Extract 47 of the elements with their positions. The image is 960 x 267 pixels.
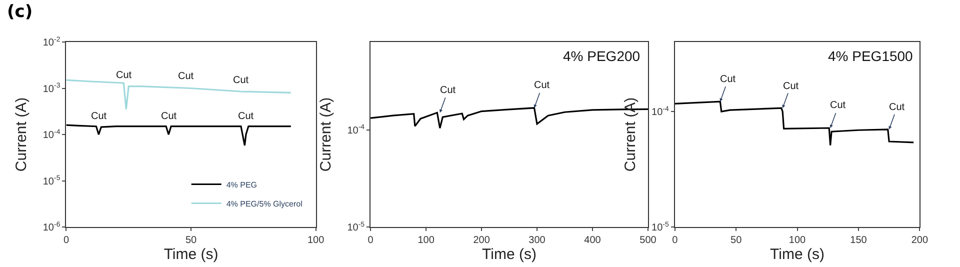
annotation: Cut (534, 80, 550, 91)
annotation: Cut (440, 85, 456, 96)
y-tick-label: 10$^{-4}$ (652, 106, 669, 118)
y-axis-title: Current (A) (317, 97, 334, 172)
legend-label: 4% PEG (226, 180, 258, 190)
annotation: Cut (720, 74, 736, 85)
x-axis-title: Time (s) (164, 246, 218, 263)
annotation: Cut (233, 75, 249, 86)
text: 4% PEG200 (563, 48, 640, 64)
x-tick-label: 100 (788, 235, 806, 246)
x-axis-title: Time (s) (482, 246, 536, 263)
y-tick-label: 10$^{-5}$ (347, 221, 365, 234)
x-tick-label: 0 (368, 235, 374, 246)
annotation: Cut (238, 111, 254, 122)
x-tick-label: 500 (640, 235, 657, 246)
annotation: Cut (889, 102, 905, 113)
y-axis-title: Current (A) (622, 97, 639, 172)
x-tick-label: 0 (672, 235, 678, 246)
y-tick-label: 10$^{-5}$ (652, 221, 669, 234)
y-tick-label: 10$^{-6}$ (42, 221, 60, 234)
y-tick-label: 10$^{-5}$ (42, 175, 60, 188)
y-tick-label: 10$^{-4}$ (42, 128, 60, 141)
y-tick-label: 10$^{-4}$ (347, 124, 365, 136)
legend-label: 4% PEG/5% Glycerol (226, 199, 303, 208)
y-tick-label: 10$^{-2}$ (42, 36, 60, 48)
x-tick-label: 200 (911, 235, 928, 246)
x-axis-title: Time (s) (770, 246, 824, 263)
annotation: Cut (116, 70, 132, 81)
x-tick-label: 100 (418, 235, 435, 246)
annotation: Cut (783, 81, 799, 92)
y-axis-title: Current (A) (13, 97, 30, 172)
x-tick-label: 50 (185, 235, 198, 246)
line-series (66, 124, 292, 146)
x-tick-label: 400 (584, 235, 602, 246)
x-tick-label: 300 (528, 235, 546, 246)
x-tick-label: 150 (850, 235, 868, 246)
annotation: Cut (91, 111, 107, 122)
annotation: Cut (161, 111, 177, 122)
x-tick-label: 50 (730, 235, 742, 246)
y-tick-label: 10$^{-3}$ (42, 82, 60, 95)
x-tick-label: 0 (63, 235, 70, 246)
text: (c) (7, 2, 33, 22)
x-tick-label: 100 (307, 235, 325, 246)
text: 4% PEG1500 (828, 48, 914, 64)
annotation: Cut (830, 100, 846, 111)
x-tick-label: 200 (473, 235, 490, 246)
annotation: Cut (178, 71, 194, 82)
